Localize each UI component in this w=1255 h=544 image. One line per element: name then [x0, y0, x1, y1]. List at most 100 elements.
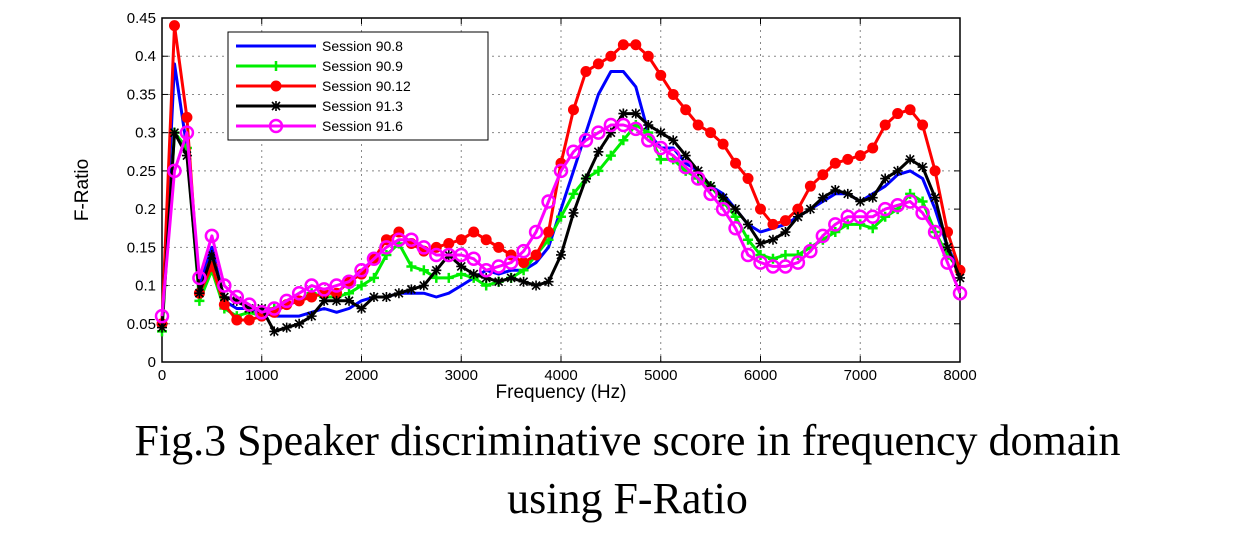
- x-axis-label: Frequency (Hz): [496, 382, 627, 403]
- data-point: [518, 276, 529, 287]
- data-point: [217, 278, 232, 293]
- data-point: [842, 188, 853, 199]
- data-point: [755, 238, 766, 249]
- data-point: [593, 146, 604, 157]
- data-point: [206, 249, 217, 260]
- data-point: [181, 111, 193, 123]
- series-line: [160, 62, 962, 324]
- f-ratio-line-chart: 0 1000 2000 3000 4000 5000 6000 7000 8000 0 0.05 0.…: [72, 10, 977, 403]
- data-point: [790, 255, 806, 270]
- data-point: [431, 265, 442, 276]
- data-point: [368, 272, 379, 283]
- y-tick-label: 0.25: [127, 163, 156, 180]
- data-point: [269, 326, 280, 337]
- data-point: [468, 269, 479, 280]
- data-point: [892, 108, 904, 120]
- data-point: [254, 305, 269, 320]
- data-point: [516, 243, 531, 259]
- y-tick-label: 0.45: [127, 10, 156, 27]
- data-point: [366, 251, 382, 267]
- data-point: [693, 165, 704, 176]
- data-point: [692, 119, 704, 131]
- data-point: [243, 314, 255, 326]
- x-tick-label: 3000: [445, 367, 478, 384]
- data-point: [593, 165, 604, 176]
- data-point: [730, 204, 741, 215]
- data-point: [294, 318, 305, 329]
- data-point: [329, 278, 344, 293]
- x-tick-label: 4000: [544, 367, 577, 384]
- data-point: [468, 226, 480, 238]
- data-point: [630, 39, 642, 51]
- data-point: [792, 211, 803, 222]
- data-point: [678, 159, 693, 175]
- data-point: [740, 247, 756, 263]
- data-point: [331, 295, 342, 306]
- data-point: [617, 39, 629, 51]
- data-point: [478, 263, 494, 278]
- data-point: [743, 219, 754, 230]
- x-tick-label: 8000: [943, 367, 976, 384]
- data-point: [705, 127, 717, 139]
- data-point: [578, 133, 594, 148]
- data-point: [605, 150, 616, 161]
- data-point: [244, 303, 255, 314]
- data-point: [780, 249, 791, 260]
- data-point: [406, 261, 417, 272]
- data-point: [668, 135, 679, 146]
- data-point: [416, 240, 432, 255]
- data-point: [154, 308, 170, 324]
- data-point: [256, 303, 267, 314]
- data-point: [279, 293, 294, 309]
- data-point: [528, 224, 544, 240]
- data-point: [817, 169, 829, 181]
- data-point: [616, 117, 631, 133]
- data-point: [930, 192, 941, 203]
- data-point: [803, 243, 818, 259]
- data-point: [543, 226, 555, 238]
- y-tick-label: 0.4: [135, 48, 156, 65]
- data-point: [655, 154, 666, 165]
- data-point: [568, 207, 579, 218]
- data-point: [356, 280, 367, 291]
- data-point: [755, 249, 766, 260]
- x-tick-label: 0: [158, 367, 166, 384]
- data-point: [404, 232, 419, 247]
- legend-entry: Session 91.6: [322, 118, 403, 134]
- y-tick-label: 0.35: [127, 86, 156, 103]
- data-point: [904, 104, 916, 116]
- data-point: [940, 255, 955, 270]
- data-point: [929, 165, 941, 177]
- data-point: [204, 228, 220, 244]
- data-point: [316, 282, 332, 297]
- data-point: [718, 192, 729, 203]
- data-point: [743, 234, 754, 245]
- data-point: [454, 247, 469, 263]
- data-point: [829, 157, 841, 169]
- data-point: [580, 173, 591, 184]
- data-point: [566, 144, 581, 160]
- data-point: [580, 66, 592, 78]
- data-point: [319, 295, 330, 306]
- x-tick-label: 5000: [644, 367, 677, 384]
- data-point: [628, 121, 644, 137]
- data-point: [690, 171, 706, 186]
- data-point: [767, 218, 779, 230]
- data-point: [955, 272, 965, 283]
- legend-swatch-marker: [270, 80, 282, 92]
- data-point: [680, 104, 692, 116]
- data-point: [830, 227, 841, 238]
- data-point: [556, 211, 566, 222]
- data-point: [952, 285, 968, 301]
- data-point: [877, 201, 893, 217]
- data-point: [715, 201, 731, 217]
- data-point: [630, 108, 641, 119]
- data-point: [779, 215, 791, 227]
- data-point: [753, 255, 768, 270]
- legend-entry: Session 90.8: [322, 38, 403, 54]
- data-point: [192, 270, 207, 286]
- figure-caption-line-2: using F-Ratio: [507, 474, 748, 523]
- y-tick-label: 0.05: [127, 316, 156, 333]
- data-point: [792, 249, 803, 260]
- y-tick-label: 0.15: [127, 239, 156, 256]
